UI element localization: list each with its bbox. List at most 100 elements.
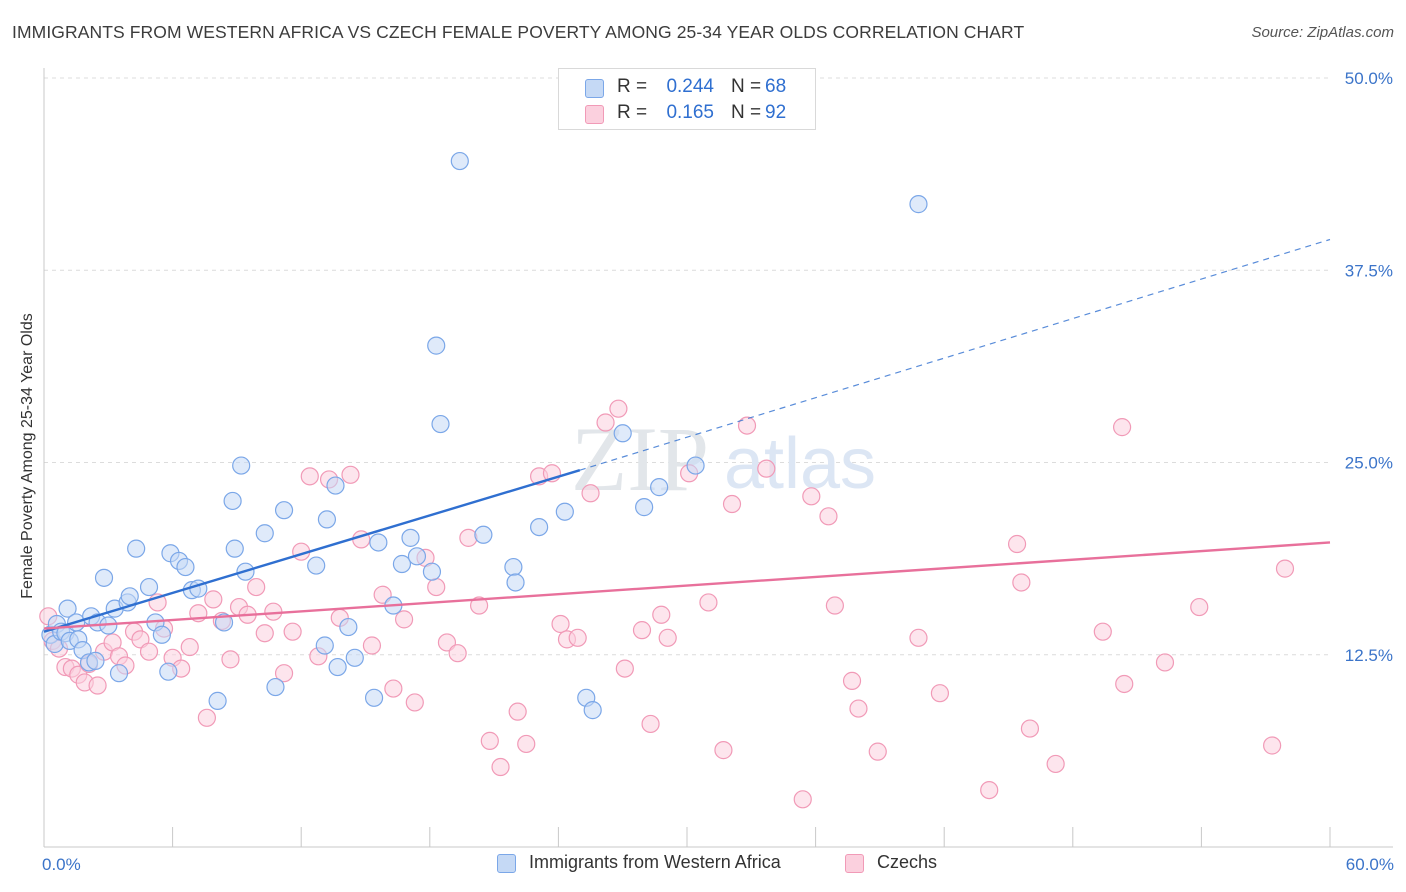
- czech-point: [341, 465, 360, 484]
- czech-point: [448, 644, 467, 663]
- western-africa-point: [86, 651, 105, 671]
- n-label: N =: [731, 102, 762, 123]
- x-tick-label-min: 0.0%: [42, 855, 81, 874]
- western-africa-point: [58, 599, 77, 618]
- western-africa-point: [315, 636, 334, 655]
- czech-point: [980, 780, 999, 800]
- western-africa-point: [139, 577, 159, 597]
- czech-point: [793, 790, 812, 809]
- western-africa-point: [255, 524, 274, 543]
- trend-line-czechs: [43, 541, 1331, 630]
- czech-point: [480, 731, 499, 750]
- western-africa-point: [431, 414, 450, 434]
- n-label: N =: [731, 76, 762, 97]
- western-africa-point: [326, 476, 345, 495]
- western-africa-point: [583, 701, 602, 720]
- western-africa-point: [909, 195, 928, 214]
- western-africa-point: [392, 554, 412, 574]
- r-value: 0.244: [666, 76, 714, 97]
- trend-line-western-africa: [43, 469, 581, 633]
- western-africa-point: [450, 151, 469, 171]
- legend-label: Immigrants from Western Africa: [529, 852, 781, 872]
- y-tick-label: 25.0%: [1345, 454, 1393, 473]
- western-africa-point: [339, 617, 358, 637]
- western-africa-point: [176, 557, 195, 577]
- czech-point: [221, 650, 240, 669]
- western-africa-point: [427, 336, 446, 355]
- czech-point: [283, 622, 302, 641]
- czech-point: [427, 577, 446, 597]
- western-africa-point: [650, 478, 669, 497]
- czech-point: [909, 628, 928, 647]
- chart-title: IMMIGRANTS FROM WESTERN AFRICA VS CZECH …: [12, 22, 1025, 42]
- western-africa-point: [152, 625, 171, 644]
- western-africa-point: [613, 424, 632, 443]
- czech-point: [180, 637, 199, 657]
- stats-box: R = 0.244 N = 68 R = 0.165 N = 92: [558, 68, 816, 130]
- western-africa-point: [159, 662, 178, 681]
- czech-point: [88, 676, 107, 695]
- czech-point: [641, 714, 660, 734]
- western-africa-point: [401, 528, 420, 547]
- czech-point: [581, 484, 600, 503]
- czech-point: [469, 596, 489, 615]
- czech-point: [699, 593, 718, 612]
- western-africa-point: [208, 691, 227, 710]
- legend: Immigrants from Western Africa Czechs: [0, 852, 1406, 878]
- czech-point: [1020, 719, 1040, 738]
- y-tick-label: 50.0%: [1345, 69, 1393, 88]
- czech-point: [437, 633, 457, 652]
- western-africa-point: [407, 547, 427, 566]
- czech-point: [1046, 754, 1065, 774]
- czech-point: [722, 494, 742, 514]
- watermark-atlas: atlas: [724, 424, 876, 504]
- czech-point: [849, 699, 868, 718]
- western-africa-point: [530, 517, 549, 537]
- western-africa-point: [504, 557, 523, 577]
- czech-point: [632, 621, 652, 640]
- czech-point: [930, 684, 950, 703]
- western-africa-point: [274, 501, 294, 520]
- czech-point: [568, 628, 587, 647]
- czech-point: [1275, 559, 1295, 578]
- western-africa-point: [555, 502, 574, 521]
- czech-point: [842, 671, 862, 690]
- czech-point: [825, 596, 844, 615]
- legend-label: Czechs: [877, 852, 938, 872]
- western-africa-point: [307, 556, 326, 575]
- czech-point: [394, 610, 414, 629]
- czech-point: [1115, 674, 1134, 694]
- czech-point: [609, 399, 628, 418]
- czech-point: [139, 642, 159, 661]
- western-africa-point: [474, 525, 493, 544]
- r-label: R =: [617, 76, 648, 97]
- czech-point: [1190, 597, 1209, 617]
- western-africa-point: [686, 456, 705, 475]
- trend-lines: [43, 238, 1331, 633]
- czech-point: [491, 757, 510, 777]
- czech-point: [652, 605, 671, 624]
- tick-labels: 12.5% 25.0% 37.5% 50.0% 0.0% 60.0%: [42, 69, 1394, 874]
- western-africa-point: [364, 688, 384, 707]
- western-africa-point: [369, 533, 388, 552]
- czech-point: [819, 507, 838, 526]
- czech-point: [508, 702, 527, 721]
- czech-point: [551, 614, 570, 634]
- czech-point: [405, 693, 424, 712]
- legend-swatch-blue: [497, 854, 516, 873]
- czech-point: [300, 467, 319, 486]
- czech-point: [255, 624, 274, 643]
- czech-point: [868, 742, 887, 761]
- legend-swatch-pink: [845, 854, 864, 873]
- czech-point: [1007, 534, 1027, 554]
- source-label: Source: ZipAtlas.com: [1251, 24, 1394, 41]
- y-tick-label: 12.5%: [1345, 646, 1393, 665]
- western-africa-point: [422, 562, 442, 581]
- czech-point: [802, 487, 821, 506]
- czech-point: [384, 679, 403, 698]
- czech-point: [204, 590, 223, 609]
- western-africa-point: [506, 573, 525, 592]
- czech-point: [596, 413, 615, 432]
- czech-point: [459, 528, 478, 547]
- czech-point: [737, 416, 757, 435]
